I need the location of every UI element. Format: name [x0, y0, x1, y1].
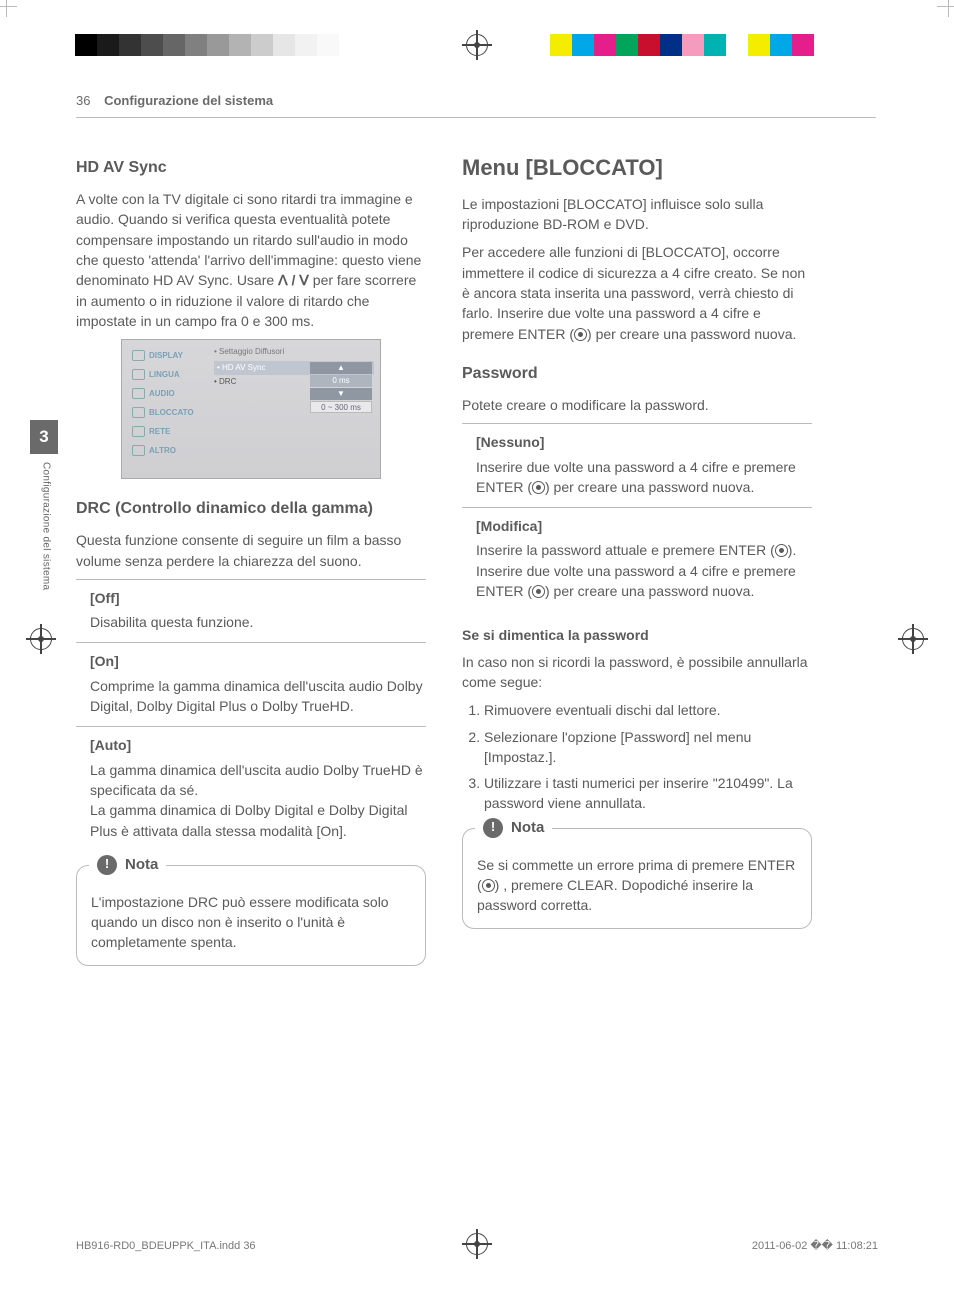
- option-block: [Nessuno] Inserire due volte una password…: [462, 423, 812, 507]
- option-text: La gamma dinamica dell'uscita audio Dolb…: [90, 760, 426, 841]
- step-item: Utilizzare i tasti numerici per inserire…: [484, 773, 812, 814]
- right-column: Menu [BLOCCATO] Le impostazioni [BLOCCAT…: [462, 152, 812, 966]
- running-title: Configurazione del sistema: [104, 93, 273, 108]
- option-label: [On]: [90, 651, 426, 671]
- drc-heading: DRC (Controllo dinamico della gamma): [76, 497, 426, 520]
- osd-menu-item: LINGUA: [128, 365, 208, 384]
- up-down-arrows-icon: ᐱ / ᐯ: [278, 272, 309, 288]
- color-calibration-bar: [550, 34, 814, 56]
- menu-bloccato-p2: Per accedere alle funzioni di [BLOCCATO]…: [462, 242, 812, 343]
- osd-menu-list: DISPLAYLINGUAAUDIOBLOCCATORETEALTRO: [128, 346, 208, 460]
- password-note-box: ! Nota Se si commette un errore prima di…: [462, 828, 812, 929]
- osd-menu-item: DISPLAY: [128, 346, 208, 365]
- drc-note-text: L'impostazione DRC può essere modificata…: [91, 892, 411, 953]
- option-text: Comprime la gamma dinamica dell'uscita a…: [90, 676, 426, 717]
- left-column: HD AV Sync A volte con la TV digitale ci…: [76, 152, 426, 966]
- option-block: [Auto] La gamma dinamica dell'uscita audi…: [76, 726, 426, 850]
- osd-popup-value: 0 ms: [310, 375, 372, 387]
- password-intro: Potete creare o modificare la password.: [462, 395, 812, 415]
- chapter-number: 3: [30, 420, 58, 454]
- print-footer: HB916-RD0_BDEUPPK_ITA.indd 36 2011-06-02…: [76, 1239, 878, 1255]
- option-block: [On] Comprime la gamma dinamica dell'usci…: [76, 642, 426, 726]
- registration-mark-icon: [902, 628, 924, 650]
- running-header: 36 Configurazione del sistema: [76, 92, 876, 118]
- option-label: [Modifica]: [476, 516, 812, 536]
- forgot-heading: Se si dimentica la password: [462, 625, 812, 645]
- osd-popup-range: 0 ~ 300 ms: [310, 401, 372, 413]
- note-title: Nota: [511, 817, 544, 839]
- option-text: Disabilita questa funzione.: [90, 612, 426, 632]
- hdav-heading: HD AV Sync: [76, 156, 426, 179]
- step-item: Selezionare l'opzione [Password] nel men…: [484, 727, 812, 768]
- enter-icon: [574, 328, 587, 341]
- drc-note-box: ! Nota L'impostazione DRC può essere mod…: [76, 865, 426, 966]
- footer-filename: HB916-RD0_BDEUPPK_ITA.indd 36: [76, 1239, 256, 1255]
- option-text: Inserire due volte una password a 4 cifr…: [476, 457, 812, 498]
- note-title: Nota: [125, 854, 158, 876]
- enter-icon: [532, 585, 545, 598]
- page-number: 36: [76, 92, 90, 111]
- osd-value-popup: ▲ 0 ms ▼ 0 ~ 300 ms: [310, 362, 372, 413]
- enter-icon: [482, 879, 495, 892]
- osd-screenshot: DISPLAYLINGUAAUDIOBLOCCATORETEALTRO • Se…: [121, 339, 381, 479]
- registration-mark-icon: [30, 628, 52, 650]
- drc-options: [Off] Disabilita questa funzione. [On] Comp…: [76, 579, 426, 851]
- hdav-body: A volte con la TV digitale ci sono ritar…: [76, 189, 426, 331]
- footer-timestamp: 2011-06-02 �� 11:08:21: [752, 1239, 878, 1255]
- chapter-side-tab: 3 Configurazione del sistema: [30, 420, 58, 590]
- menu-bloccato-p1: Le impostazioni [BLOCCATO] influisce sol…: [462, 194, 812, 235]
- crop-mark-icon: [0, 0, 17, 17]
- chapter-label: Configurazione del sistema: [38, 462, 53, 590]
- osd-popup-up-icon: ▲: [310, 362, 372, 374]
- option-text: Inserire la password attuale e premere E…: [476, 540, 812, 601]
- note-icon: !: [483, 818, 503, 838]
- option-label: [Off]: [90, 588, 426, 608]
- forgot-intro: In caso non si ricordi la password, è po…: [462, 652, 812, 693]
- option-label: [Nessuno]: [476, 432, 812, 452]
- osd-menu-item: RETE: [128, 422, 208, 441]
- crop-mark-icon: [937, 0, 954, 17]
- option-block: [Modifica] Inserire la password attuale e…: [462, 507, 812, 611]
- drc-intro: Questa funzione consente di seguire un f…: [76, 530, 426, 571]
- enter-icon: [775, 544, 788, 557]
- step-item: Rimuovere eventuali dischi dal lettore.: [484, 700, 812, 720]
- password-note-text: Se si commette un errore prima di premer…: [477, 855, 797, 916]
- note-icon: !: [97, 855, 117, 875]
- enter-icon: [532, 481, 545, 494]
- option-block: [Off] Disabilita questa funzione.: [76, 579, 426, 643]
- gray-calibration-bar: [75, 34, 361, 56]
- osd-menu-item: BLOCCATO: [128, 403, 208, 422]
- osd-menu-item: AUDIO: [128, 384, 208, 403]
- osd-panel-title: • Settaggio Diffusori: [214, 346, 374, 358]
- osd-menu-item: ALTRO: [128, 441, 208, 460]
- menu-bloccato-heading: Menu [BLOCCATO]: [462, 152, 812, 184]
- option-label: [Auto]: [90, 735, 426, 755]
- password-heading: Password: [462, 362, 812, 385]
- osd-popup-down-icon: ▼: [310, 388, 372, 400]
- password-options: [Nessuno] Inserire due volte una password…: [462, 423, 812, 611]
- registration-mark-icon: [466, 34, 488, 56]
- forgot-steps: Rimuovere eventuali dischi dal lettore. S…: [462, 700, 812, 813]
